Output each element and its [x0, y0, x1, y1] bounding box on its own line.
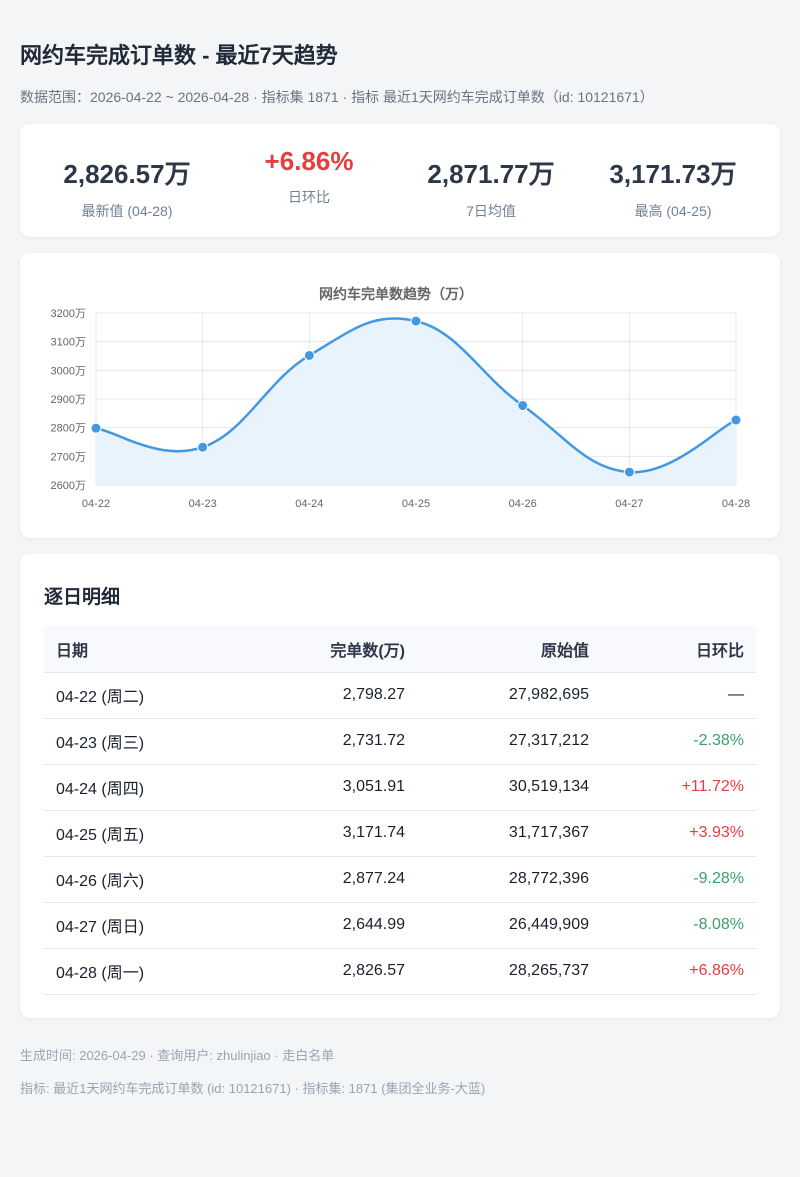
- table-row: 04-23 (周三) 2,731.72 27,317,212 -2.38%: [44, 718, 756, 765]
- table-row: 04-26 (周六) 2,877.24 28,772,396 -9.28%: [44, 856, 756, 903]
- daily-detail-table: 日期 完单数(万) 原始值 日环比 04-22 (周二) 2,798.27 27,9…: [44, 626, 756, 995]
- cell-date: 04-22 (周二): [44, 672, 214, 719]
- data-point[interactable]: [303, 349, 315, 361]
- page-title: 网约车完成订单数 - 最近7天趋势: [20, 43, 338, 68]
- stat-7day-average-value: 2,871.77万: [427, 159, 555, 189]
- x-tick-label: 04-23: [189, 498, 217, 510]
- stat-daily-change: +6.86% 日环比: [219, 146, 399, 207]
- cell-count: 2,731.72: [214, 718, 417, 765]
- chart-x-tick-labels: 04-22 04-23 04-24 04-25 04-26 04-27 04-28: [82, 498, 750, 510]
- data-point[interactable]: [623, 466, 635, 478]
- cell-change: -2.38%: [601, 718, 756, 765]
- footer-generated-info: 生成时间: 2026-04-29 · 查询用户: zhulinjiao · 走白…: [20, 1048, 335, 1063]
- table-body: 04-22 (周二) 2,798.27 27,982,695—04-23 (周三) 2…: [44, 672, 756, 995]
- stat-latest-value: 2,826.57万: [63, 159, 191, 189]
- chart-title: 网约车完单数趋势（万）: [319, 286, 473, 302]
- table-header-row: 日期 完单数(万) 原始值 日环比: [44, 626, 756, 673]
- y-tick-label: 2800万: [51, 423, 86, 435]
- table-row: 04-27 (周日) 2,644.99 26,449,909 -8.08%: [44, 902, 756, 949]
- cell-date: 04-24 (周四): [44, 764, 214, 811]
- series-area: [96, 318, 736, 485]
- column-header-raw: 原始值: [417, 626, 601, 673]
- table-row: 04-24 (周四) 3,051.91 30,519,134 +11.72%: [44, 764, 756, 811]
- column-header-date: 日期: [44, 626, 214, 673]
- stat-max-value: 3,171.73万: [609, 159, 737, 189]
- table-row: 04-22 (周二) 2,798.27 27,982,695—: [44, 672, 756, 719]
- cell-date: 04-26 (周六): [44, 856, 214, 903]
- stat-7day-average-label: 7日均值: [466, 203, 516, 219]
- chart-card: 3200万 3100万 3000万 2900万 2800万 2700万 2600万 04-2…: [20, 253, 780, 538]
- data-point[interactable]: [410, 315, 422, 327]
- data-point[interactable]: [90, 422, 102, 434]
- column-header-count: 完单数(万): [214, 626, 417, 673]
- cell-change: -8.08%: [601, 902, 756, 949]
- cell-date: 04-23 (周三): [44, 718, 214, 765]
- cell-date: 04-27 (周日): [44, 902, 214, 949]
- x-tick-label: 04-24: [295, 498, 323, 510]
- y-tick-label: 3200万: [51, 308, 86, 320]
- cell-count: 2,826.57: [214, 948, 417, 995]
- cell-raw: 31,717,367: [417, 810, 601, 857]
- stat-max-label: 最高 (04-25): [634, 203, 712, 219]
- cell-count: 2,877.24: [214, 856, 417, 903]
- stat-max: 3,171.73万 最高 (04-25): [583, 154, 763, 221]
- chart-y-tick-labels: 3200万 3100万 3000万 2900万 2800万 2700万 2600万: [51, 308, 86, 492]
- stat-latest: 2,826.57万 最新值 (04-28): [37, 154, 217, 221]
- stat-7day-average: 2,871.77万 7日均值: [401, 154, 581, 221]
- data-point[interactable]: [517, 400, 529, 412]
- cell-raw: 28,772,396: [417, 856, 601, 903]
- summary-card: 2,826.57万 最新值 (04-28) +6.86% 日环比 2,871.7…: [20, 124, 780, 237]
- page-subtitle: 数据范围：2026-04-22 ~ 2026-04-28 · 指标集 1871 …: [20, 89, 654, 105]
- table-row: 04-28 (周一) 2,826.57 28,265,737 +6.86%: [44, 948, 756, 995]
- y-tick-label: 2600万: [51, 480, 86, 492]
- cell-date: 04-28 (周一): [44, 948, 214, 995]
- y-tick-label: 3100万: [51, 337, 86, 349]
- table-row: 04-25 (周五) 3,171.74 31,717,367 +3.93%: [44, 810, 756, 857]
- cell-raw: 30,519,134: [417, 764, 601, 811]
- cell-count: 3,051.91: [214, 764, 417, 811]
- x-tick-label: 04-27: [615, 498, 643, 510]
- cell-date: 04-25 (周五): [44, 810, 214, 857]
- data-point[interactable]: [197, 441, 209, 453]
- table-title: 逐日明细: [44, 587, 121, 608]
- column-header-change: 日环比: [601, 626, 756, 673]
- y-tick-label: 2900万: [51, 394, 86, 406]
- cell-count: 2,644.99: [214, 902, 417, 949]
- cell-change: -9.28%: [601, 856, 756, 903]
- cell-count: 3,171.74: [214, 810, 417, 857]
- cell-change: +3.93%: [601, 810, 756, 857]
- cell-count: 2,798.27: [214, 672, 417, 719]
- y-tick-label: 2700万: [51, 451, 86, 463]
- footer-metric-info: 指标: 最近1天网约车完成订单数 (id: 10121671) · 指标集: 1…: [20, 1081, 486, 1096]
- y-tick-label: 3000万: [51, 365, 86, 377]
- x-tick-label: 04-26: [509, 498, 537, 510]
- chart-points: [90, 315, 742, 478]
- cell-change: +11.72%: [601, 764, 756, 811]
- daily-detail-card: 逐日明细 日期 完单数(万) 原始值 日环比 04-22 (周二) 2,798.2…: [20, 554, 780, 1018]
- stat-daily-change-value: +6.86%: [264, 146, 354, 176]
- cell-raw: 26,449,909: [417, 902, 601, 949]
- cell-raw: 27,982,695: [417, 672, 601, 719]
- data-point[interactable]: [730, 414, 742, 426]
- cell-change: —: [601, 672, 756, 719]
- stat-daily-change-label: 日环比: [288, 189, 330, 205]
- cell-raw: 27,317,212: [417, 718, 601, 765]
- trend-line-chart: 3200万 3100万 3000万 2900万 2800万 2700万 2600万 04-2…: [51, 286, 751, 510]
- stat-latest-label: 最新值 (04-28): [81, 203, 173, 219]
- x-tick-label: 04-25: [402, 498, 430, 510]
- chart-area-fill: [96, 318, 736, 485]
- x-tick-label: 04-22: [82, 498, 110, 510]
- cell-raw: 28,265,737: [417, 948, 601, 995]
- x-tick-label: 04-28: [722, 498, 750, 510]
- cell-change: +6.86%: [601, 948, 756, 995]
